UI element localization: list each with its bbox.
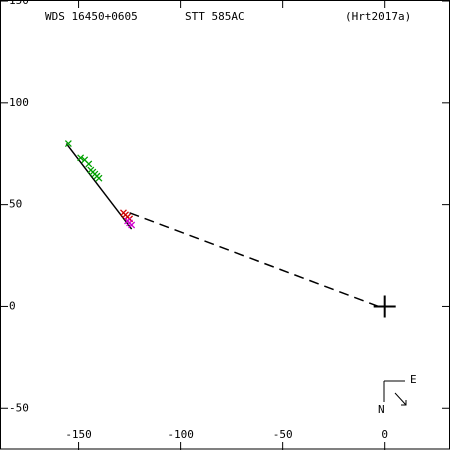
compass bbox=[383, 380, 407, 406]
observation bbox=[64, 140, 72, 148]
y-tick-label: 150 bbox=[9, 0, 29, 7]
compass-arrowhead bbox=[401, 400, 407, 406]
compass-arrow bbox=[394, 392, 407, 406]
observation bbox=[85, 160, 93, 168]
compass-north: N bbox=[378, 403, 385, 416]
orbit-line bbox=[65, 143, 133, 230]
reference: (Hrt2017a) bbox=[345, 10, 411, 23]
observation bbox=[95, 174, 103, 182]
x-tick-label: 0 bbox=[381, 428, 388, 441]
chart-subtitle: STT 585AC bbox=[185, 10, 245, 23]
y-tick-label: -50 bbox=[9, 401, 29, 414]
chart-title: WDS 16450+0605 bbox=[45, 10, 138, 23]
separation-line bbox=[129, 212, 379, 308]
x-tick-label: -100 bbox=[167, 428, 194, 441]
observation bbox=[128, 221, 136, 229]
x-tick-label: -50 bbox=[273, 428, 293, 441]
y-tick-label: 50 bbox=[9, 198, 22, 211]
observation bbox=[77, 154, 85, 162]
y-tick-label: 100 bbox=[9, 96, 29, 109]
x-tick-label: -150 bbox=[65, 428, 92, 441]
primary-star bbox=[373, 295, 396, 318]
y-tick-label: 0 bbox=[9, 299, 16, 312]
compass-east: E bbox=[410, 373, 417, 386]
